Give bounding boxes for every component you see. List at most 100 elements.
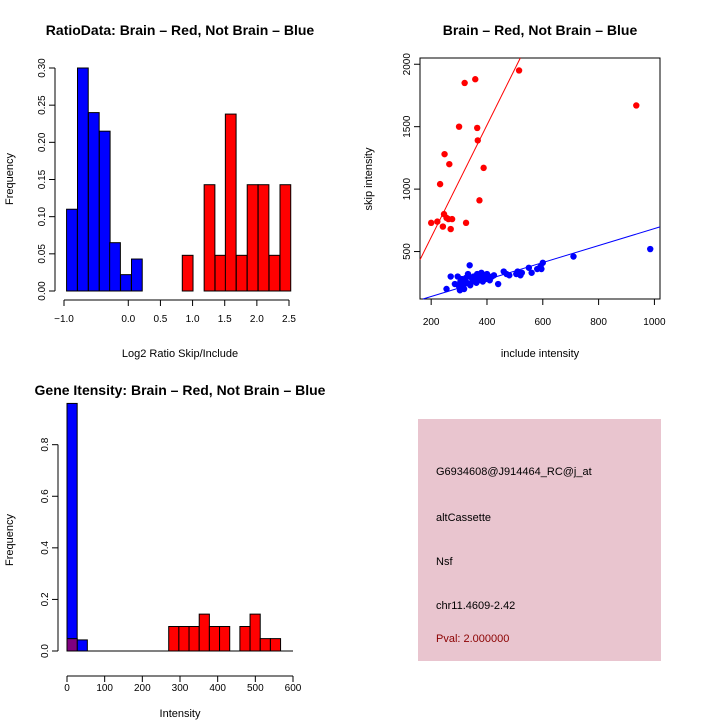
scatter-point <box>490 272 498 279</box>
scatter-point <box>528 269 535 276</box>
gene-name-label: Nsf <box>436 556 453 568</box>
histogram-bar <box>66 208 78 292</box>
x-tick-label: 1.5 <box>218 314 232 325</box>
scatter-point <box>515 67 523 74</box>
histogram-bar <box>208 626 221 652</box>
ratio-histogram-bars <box>66 67 292 292</box>
y-tick-label: 0.4 <box>40 540 51 554</box>
scatter-point <box>436 180 444 188</box>
scatter-point <box>539 259 546 266</box>
y-tick-label: 0.15 <box>37 169 48 189</box>
scatter-point <box>494 280 502 288</box>
x-tick-label: 1.0 <box>186 314 200 325</box>
y-tick-label: 0.30 <box>37 58 48 78</box>
y-tick-label: 0.05 <box>37 244 48 264</box>
histogram-bar <box>257 184 270 292</box>
histogram-bar <box>66 402 78 652</box>
scatter-point <box>461 79 468 87</box>
y-tick-label: 0.20 <box>37 132 48 152</box>
x-tick-label: 600 <box>534 317 551 328</box>
intensity-scatter-y-axis: 500 1000 1500 2000 <box>402 53 420 260</box>
histogram-bar <box>77 67 89 292</box>
histogram-bar <box>98 130 111 292</box>
gene-intensity-title: Gene Itensity: Brain – Red, Not Brain – … <box>35 382 326 398</box>
histogram-bar <box>239 626 251 652</box>
x-tick-label: 0 <box>64 683 70 694</box>
histogram-bar <box>120 274 132 292</box>
histogram-bar <box>214 254 227 292</box>
x-tick-label: 100 <box>96 683 113 694</box>
histogram-bar <box>178 626 190 652</box>
scatter-plot-box <box>419 57 661 300</box>
x-tick-label: 500 <box>247 683 264 694</box>
scatter-point <box>466 262 473 269</box>
scatter-point <box>427 219 435 227</box>
histogram-bar <box>279 184 292 292</box>
x-tick-label: 200 <box>134 683 151 694</box>
scatter-point <box>647 245 654 253</box>
scatter-point <box>506 272 513 279</box>
scatter-point <box>476 197 483 204</box>
histogram-bar <box>198 613 210 652</box>
histogram-bar <box>235 254 248 292</box>
intensity-scatter-xlabel: include intensity <box>501 348 580 360</box>
scatter-point <box>434 218 441 225</box>
x-tick-label: −1.0 <box>54 314 74 325</box>
intensity-scatter-ylabel: skip intensity <box>363 147 375 210</box>
pval-label: Pval: 2.000000 <box>436 633 509 645</box>
scatter-point <box>538 265 545 273</box>
scatter-point <box>472 76 479 83</box>
probe-id-label: G6934608@J914464_RC@j_at <box>436 466 592 478</box>
histogram-bar <box>249 613 261 652</box>
info-box: G6934608@J914464_RC@j_at altCassette Nsf… <box>418 419 661 661</box>
x-tick-label: 600 <box>285 683 302 694</box>
y-tick-label: 0.0 <box>40 644 51 658</box>
gene-intensity-panel: Gene Itensity: Brain – Red, Not Brain – … <box>4 382 326 720</box>
info-box-background <box>418 419 661 661</box>
histogram-bar <box>181 254 194 292</box>
y-tick-label: 0.8 <box>40 437 51 451</box>
ratio-histogram-x-axis: −1.0 0.0 0.5 1.0 1.5 2.0 2.5 <box>54 299 296 325</box>
y-tick-label: 0.2 <box>40 592 51 606</box>
x-tick-label: 800 <box>590 317 607 328</box>
scatter-point <box>446 160 453 168</box>
scatter-point <box>439 223 447 230</box>
histogram-bar <box>259 638 271 652</box>
histogram-bar <box>188 626 200 652</box>
y-tick-label: 0.00 <box>37 281 48 301</box>
scatter-point <box>448 215 456 223</box>
y-tick-label: 2000 <box>402 53 413 76</box>
fit-line <box>419 57 521 260</box>
x-tick-label: 2.0 <box>250 314 264 325</box>
histogram-bar <box>246 184 259 292</box>
scatter-points <box>427 67 654 294</box>
ratio-histogram-y-axis: 0.00 0.05 0.10 0.15 0.20 0.25 0.30 <box>37 58 56 301</box>
histogram-bar <box>168 626 180 652</box>
histogram-bar <box>269 638 282 652</box>
x-tick-label: 0.5 <box>153 314 167 325</box>
histogram-bar <box>131 258 143 292</box>
histogram-bar <box>219 626 231 652</box>
scatter-point <box>525 264 533 271</box>
gene-intensity-xlabel: Intensity <box>160 708 201 720</box>
gene-intensity-x-axis: 0 100 200 300 400 500 600 <box>64 675 302 694</box>
intensity-scatter-panel: Brain – Red, Not Brain – Blue 200 400 600 8… <box>363 22 666 360</box>
scatter-point <box>474 137 481 144</box>
scatter-point <box>441 150 448 158</box>
gene-intensity-ylabel: Frequency <box>4 514 16 566</box>
scatter-point <box>480 164 487 172</box>
scatter-point <box>447 273 454 280</box>
event-type-label: altCassette <box>436 512 491 524</box>
intensity-scatter-x-axis: 200 400 600 800 1000 <box>423 299 666 328</box>
x-tick-label: 300 <box>172 683 189 694</box>
ratio-histogram-ylabel: Frequency <box>4 153 16 205</box>
x-tick-label: 1000 <box>643 317 666 328</box>
histogram-bar <box>268 254 281 292</box>
scatter-point <box>460 285 468 293</box>
gene-intensity-bars <box>66 402 293 652</box>
scatter-point <box>518 269 526 276</box>
scatter-point <box>462 219 470 227</box>
y-tick-label: 500 <box>402 243 413 260</box>
y-tick-label: 0.6 <box>40 489 51 503</box>
